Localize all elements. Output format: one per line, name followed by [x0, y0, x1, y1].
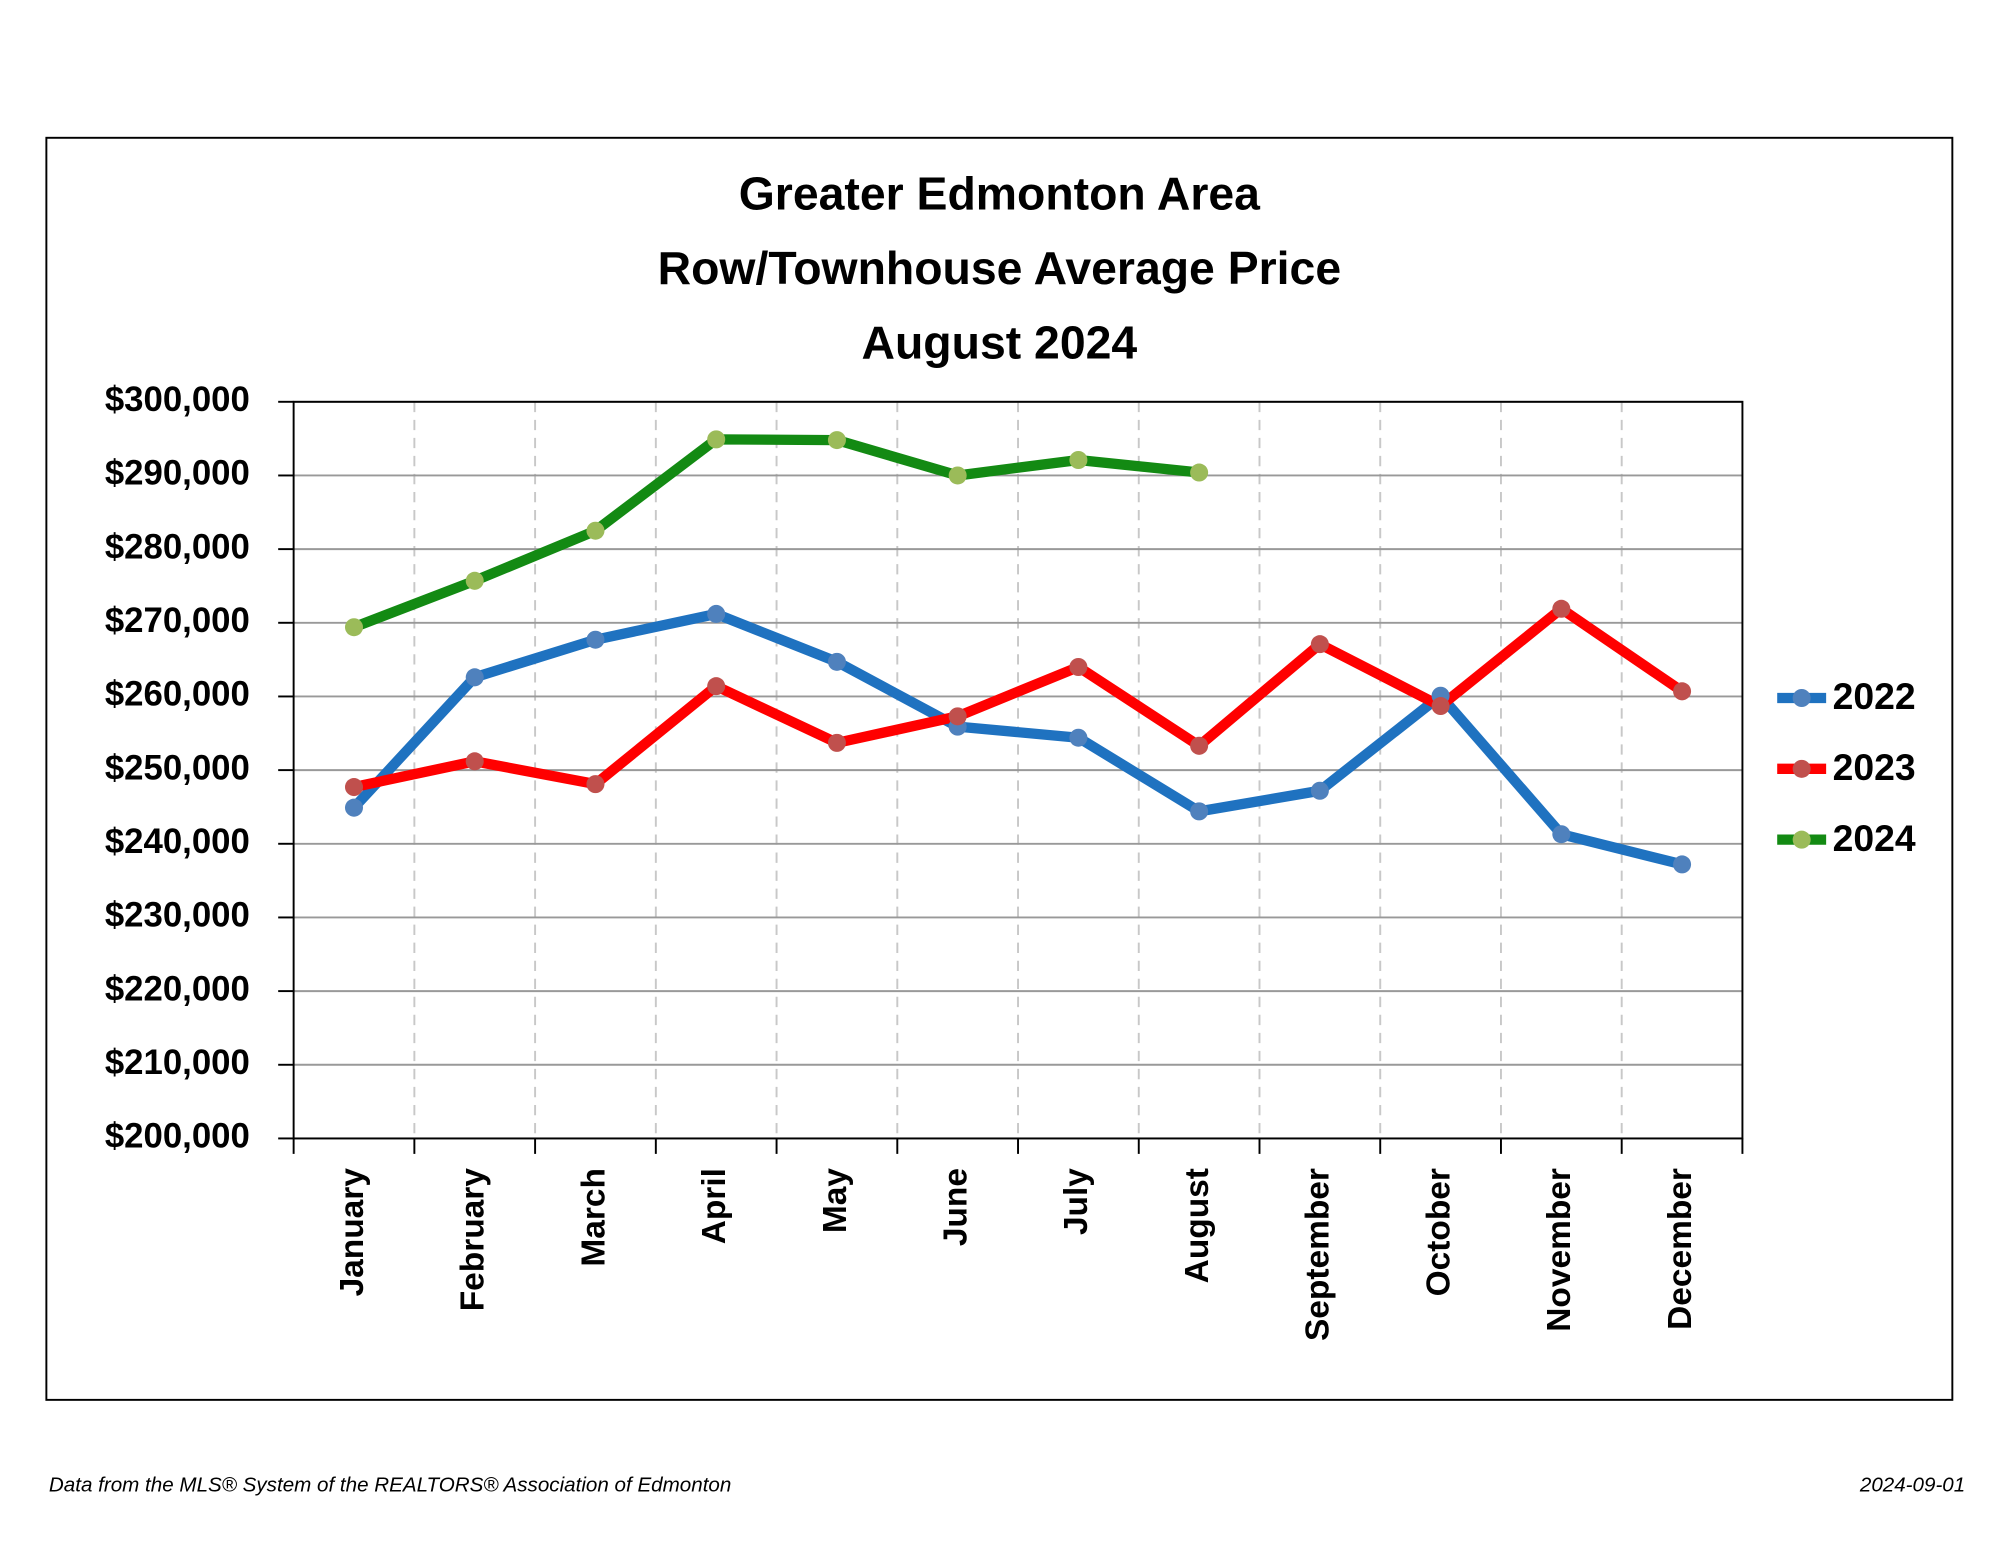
marker: [1069, 450, 1088, 470]
marker: [707, 604, 726, 623]
footnote: Data from the MLS® System of the REALTOR…: [49, 1474, 731, 1497]
series-line: [348, 603, 1688, 793]
marker: [1673, 682, 1692, 701]
y-tick-label: $230,000: [105, 897, 250, 935]
legend-label: 2023: [1833, 746, 1916, 788]
marker: [1190, 736, 1209, 755]
marker: [344, 618, 364, 637]
x-tick-label: January: [334, 1168, 371, 1297]
y-tick-label: $220,000: [105, 970, 250, 1008]
x-tick-label: July: [1058, 1168, 1095, 1235]
date: 2024-09-01: [1859, 1474, 1965, 1497]
marker: [1552, 825, 1571, 844]
series-line: [348, 434, 1205, 633]
y-tick-label: $240,000: [105, 823, 250, 861]
marker: [1190, 802, 1209, 821]
marker: [827, 431, 846, 450]
chart-title: Row/Townhouse Average Price: [658, 242, 1342, 294]
y-tick-label: $250,000: [105, 749, 250, 787]
marker: [1673, 855, 1692, 874]
legend-label: 2022: [1833, 675, 1916, 717]
x-tick-label: August: [1179, 1168, 1216, 1283]
legend-marker: [1792, 688, 1811, 708]
marker: [465, 571, 484, 590]
marker: [948, 707, 967, 726]
legend-marker: [1792, 759, 1811, 778]
x-tick-label: September: [1300, 1168, 1337, 1341]
marker: [586, 630, 605, 649]
x-tick-label: October: [1420, 1168, 1457, 1296]
x-tick-label: May: [817, 1168, 854, 1233]
chart-title: August 2024: [862, 317, 1138, 369]
x-tick-label: March: [575, 1168, 612, 1267]
marker: [1310, 781, 1329, 800]
marker: [827, 733, 846, 752]
y-tick-label: $280,000: [105, 528, 250, 566]
y-tick-label: $290,000: [105, 455, 250, 493]
marker: [1310, 635, 1329, 654]
y-tick-label: $300,000: [105, 381, 250, 419]
x-tick-label: April: [696, 1168, 733, 1244]
x-tick-label: June: [938, 1168, 975, 1246]
legend-marker: [1792, 830, 1811, 849]
marker: [827, 652, 846, 671]
x-tick-label: February: [455, 1168, 492, 1312]
marker: [465, 752, 484, 771]
marker: [344, 778, 364, 797]
y-tick-label: $200,000: [105, 1118, 250, 1156]
marker: [586, 775, 605, 794]
marker: [465, 668, 484, 687]
x-tick-label: November: [1541, 1168, 1578, 1332]
y-tick-label: $260,000: [105, 676, 250, 714]
y-tick-label: $210,000: [105, 1044, 250, 1082]
marker: [707, 430, 726, 449]
legend-label: 2024: [1833, 817, 1916, 859]
marker: [707, 677, 726, 696]
marker: [1190, 463, 1209, 482]
marker: [1552, 599, 1571, 618]
marker: [586, 521, 605, 540]
chart-title: Greater Edmonton Area: [739, 167, 1261, 219]
marker: [344, 798, 364, 817]
marker: [1069, 728, 1088, 747]
marker: [948, 466, 967, 485]
y-tick-label: $270,000: [105, 602, 250, 640]
series-line: [348, 608, 1688, 870]
x-tick-label: December: [1662, 1168, 1699, 1330]
marker: [1069, 657, 1088, 677]
marker: [1431, 697, 1450, 716]
